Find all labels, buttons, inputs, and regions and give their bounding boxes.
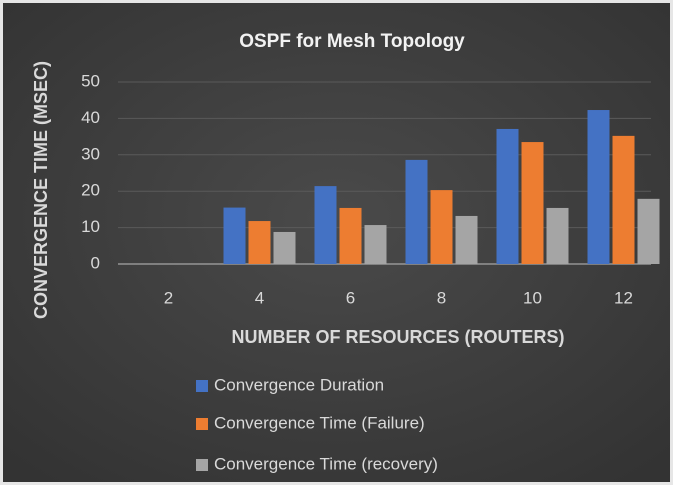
bar: [455, 215, 478, 264]
chart-title: OSPF for Mesh Topology: [239, 31, 465, 52]
bar: [587, 110, 610, 264]
x-tick-label: 10: [523, 288, 542, 307]
bar: [364, 225, 387, 264]
bar: [521, 142, 544, 264]
bar: [273, 231, 296, 264]
bar: [248, 221, 271, 264]
x-tick-label: 6: [346, 288, 355, 307]
y-axis-title: CONVERGENCE TIME (MSEC): [31, 61, 51, 319]
x-tick-label: 4: [255, 288, 264, 307]
legend-swatch: [196, 459, 208, 471]
bar: [405, 159, 428, 264]
bar: [612, 135, 635, 264]
legend-label: Convergence Time (recovery): [214, 454, 438, 473]
legend-label: Convergence Duration: [214, 375, 384, 394]
y-tick-label: 40: [81, 108, 100, 127]
legend-swatch: [196, 418, 208, 430]
y-tick-label: 0: [91, 253, 100, 272]
y-tick-label: 10: [81, 217, 100, 236]
bar: [339, 207, 362, 264]
y-tick-label: 50: [81, 71, 100, 90]
x-tick-label: 2: [164, 288, 173, 307]
bar: [637, 198, 660, 264]
bar: [223, 207, 246, 264]
x-axis-title: NUMBER OF RESOURCES (ROUTERS): [231, 327, 564, 347]
bar: [430, 190, 453, 264]
y-tick-label: 30: [81, 144, 100, 163]
x-tick-label: 8: [437, 288, 446, 307]
bar: [314, 186, 337, 264]
legend-swatch: [196, 380, 208, 392]
legend-label: Convergence Time (Failure): [214, 413, 425, 432]
bar: [496, 128, 519, 264]
y-tick-label: 20: [81, 181, 100, 200]
x-tick-label: 12: [614, 288, 633, 307]
bar: [546, 207, 569, 264]
